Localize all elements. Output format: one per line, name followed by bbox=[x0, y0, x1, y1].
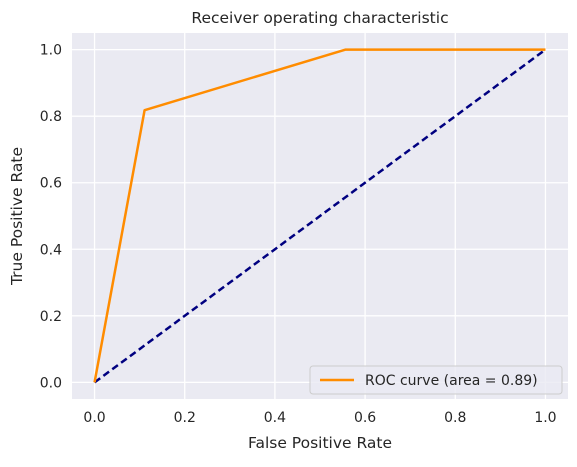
y-tick-label: 0.0 bbox=[40, 375, 62, 391]
grid-lines bbox=[72, 33, 568, 399]
y-axis-label: True Positive Rate bbox=[8, 147, 26, 286]
roc-curve-line bbox=[93, 48, 546, 383]
x-tick-label: 0.2 bbox=[174, 410, 196, 426]
legend-label-roc-curve: ROC curve (area = 0.89) bbox=[365, 373, 538, 389]
x-tick-label: 0.0 bbox=[83, 410, 105, 426]
y-tick-label: 0.2 bbox=[40, 309, 62, 325]
y-tick-label: 0.8 bbox=[40, 109, 62, 125]
tick-labels: 0.0 0.2 0.4 0.6 0.8 1.0 0.0 0.2 0.4 0.6 0.8 1.0 bbox=[40, 43, 557, 426]
series-lines bbox=[93, 48, 547, 384]
legend: ROC curve (area = 0.89) bbox=[309, 365, 563, 395]
x-tick-label: 0.6 bbox=[354, 410, 376, 426]
x-tick-label: 0.4 bbox=[264, 410, 286, 426]
legend-box bbox=[309, 365, 563, 395]
x-axis-label: False Positive Rate bbox=[248, 434, 392, 452]
y-tick-label: 1.0 bbox=[40, 43, 62, 59]
x-tick-label: 0.8 bbox=[444, 410, 466, 426]
chance-diagonal-line bbox=[93, 48, 547, 384]
y-tick-label: 0.4 bbox=[40, 242, 62, 258]
x-tick-label: 1.0 bbox=[534, 410, 556, 426]
y-tick-label: 0.6 bbox=[40, 176, 62, 192]
chart-title: Receiver operating characteristic bbox=[191, 9, 448, 27]
